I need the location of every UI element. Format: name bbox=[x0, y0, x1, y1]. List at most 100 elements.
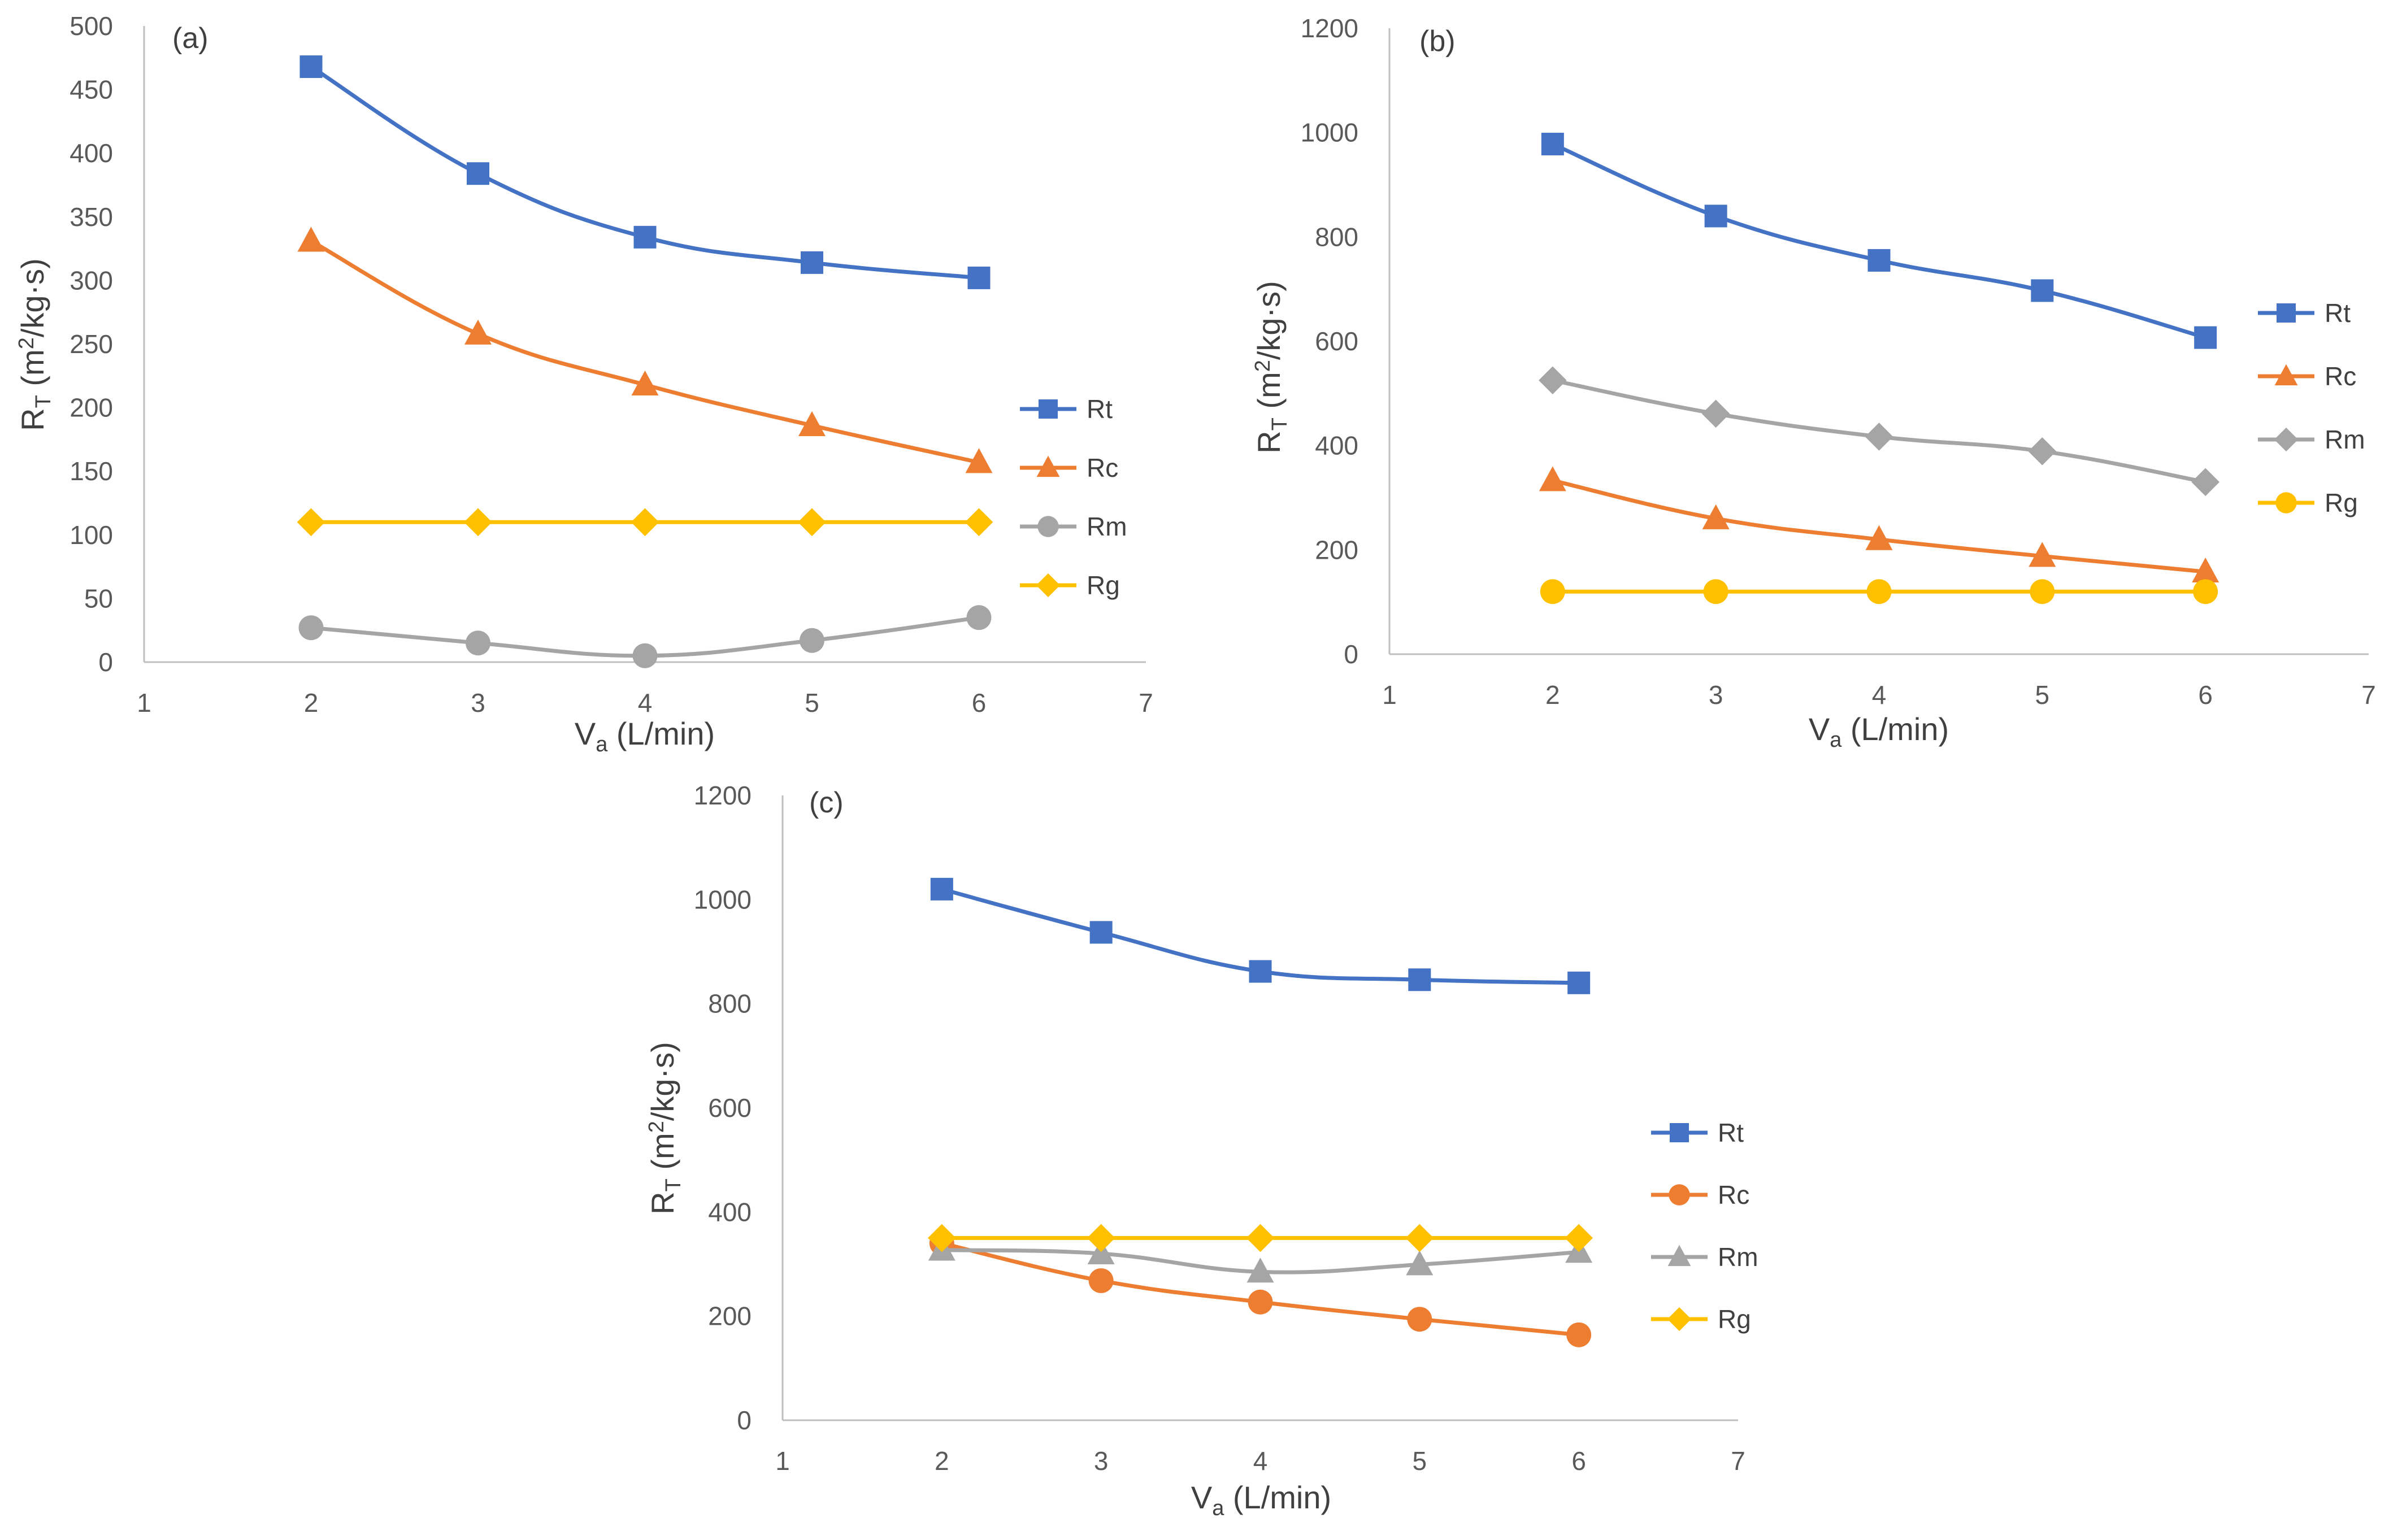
y-tick-label: 100 bbox=[70, 520, 113, 550]
x-tick-label: 4 bbox=[1253, 1446, 1268, 1476]
legend-label: Rc bbox=[1087, 453, 1118, 482]
legend-swatch-marker bbox=[1670, 1123, 1689, 1142]
y-tick-label: 350 bbox=[70, 202, 113, 232]
panel-label: (c) bbox=[809, 786, 844, 819]
data-point-rc bbox=[464, 319, 492, 345]
y-tick-label: 200 bbox=[708, 1302, 752, 1331]
legend-item-rc: Rc bbox=[1651, 1180, 1749, 1210]
legend-label: Rt bbox=[2325, 298, 2351, 328]
series-line-rc bbox=[309, 239, 981, 464]
legend: Rt Rc Rm Rg bbox=[1651, 1118, 1758, 1334]
data-point-rt bbox=[1567, 971, 1591, 994]
data-point-rg bbox=[1565, 1224, 1593, 1252]
x-tick-label: 1 bbox=[137, 688, 151, 717]
data-point-rt bbox=[2194, 326, 2217, 349]
series-layer bbox=[1539, 132, 2219, 604]
data-point-rt bbox=[467, 162, 489, 185]
chart-panel-b: (b) 0 200 400 600 800 1000 1200 1 2 3 4 5 6 7 RT (m2… bbox=[1251, 14, 2376, 752]
legend-swatch-marker bbox=[2275, 492, 2297, 514]
data-point-rt bbox=[1249, 960, 1272, 983]
x-tick-label: 3 bbox=[1094, 1446, 1109, 1476]
chart-panel-c: (c) 0 200 400 600 800 1000 1200 1 2 3 4 5 6 7 RT (m2… bbox=[645, 781, 1758, 1520]
data-point-rm bbox=[1701, 399, 1730, 428]
data-point-rc bbox=[798, 411, 826, 437]
x-tick-label: 2 bbox=[1545, 680, 1560, 710]
y-tick-label: 200 bbox=[70, 393, 113, 423]
y-tick-label: 150 bbox=[70, 456, 113, 486]
x-tick-label: 6 bbox=[1571, 1446, 1586, 1476]
data-point-rc bbox=[1088, 1268, 1114, 1293]
y-axis-title: RT (m2/kg·s) bbox=[1251, 281, 1292, 454]
legend: Rt Rc Rm Rg bbox=[2258, 298, 2365, 517]
x-tick-labels: 1 2 3 4 5 6 7 bbox=[1382, 680, 2376, 710]
data-point-rm bbox=[466, 630, 490, 656]
data-point-rm bbox=[966, 605, 992, 630]
legend-label: Rc bbox=[1718, 1180, 1749, 1210]
data-point-rt bbox=[930, 877, 953, 900]
legend-label: Rt bbox=[1718, 1118, 1744, 1147]
y-tick-labels: 0 200 400 600 800 1000 1200 bbox=[694, 781, 752, 1435]
y-tick-label: 1000 bbox=[694, 885, 752, 914]
legend-label: Rg bbox=[2325, 488, 2358, 517]
legend-label: Rg bbox=[1718, 1304, 1751, 1334]
x-tick-label: 2 bbox=[304, 688, 319, 717]
data-point-rc bbox=[297, 227, 325, 252]
data-point-rm bbox=[1246, 1258, 1274, 1283]
y-tick-label: 200 bbox=[1315, 535, 1358, 564]
y-axis-title: RT (m2/kg·s) bbox=[15, 258, 55, 431]
legend-label: Rg bbox=[1087, 571, 1120, 600]
y-tick-label: 300 bbox=[70, 266, 113, 295]
data-point-rm bbox=[1406, 1250, 1434, 1276]
y-tick-label: 0 bbox=[98, 647, 113, 677]
series-line-rt bbox=[1550, 142, 2208, 340]
data-point-rt bbox=[1408, 968, 1431, 991]
y-tick-label: 250 bbox=[70, 329, 113, 359]
data-point-rt bbox=[1867, 249, 1891, 272]
y-tick-label: 800 bbox=[708, 989, 752, 1019]
y-tick-label: 500 bbox=[70, 11, 113, 41]
x-tick-label: 4 bbox=[638, 688, 653, 717]
x-axis-title: Va (L/min) bbox=[575, 716, 715, 756]
y-tick-label: 450 bbox=[70, 75, 113, 105]
data-point-rt bbox=[967, 266, 991, 289]
legend-swatch-marker bbox=[1036, 573, 1061, 598]
data-point-rc bbox=[631, 370, 659, 395]
x-tick-label: 4 bbox=[1872, 680, 1887, 710]
data-point-rg bbox=[1087, 1224, 1115, 1252]
legend-swatch-marker bbox=[1036, 455, 1060, 477]
y-tick-label: 400 bbox=[1315, 431, 1358, 460]
data-point-rg bbox=[464, 508, 492, 537]
legend-item-rc: Rc bbox=[1020, 453, 1118, 482]
y-tick-label: 800 bbox=[1315, 222, 1358, 251]
y-tick-label: 600 bbox=[708, 1093, 752, 1123]
y-tick-label: 0 bbox=[1344, 640, 1358, 669]
data-point-rt bbox=[1541, 132, 1564, 155]
legend-item-rg: Rg bbox=[1020, 571, 1120, 600]
series-layer bbox=[928, 877, 1593, 1347]
data-point-rt bbox=[2031, 279, 2054, 302]
data-point-rc bbox=[2029, 542, 2056, 567]
data-point-rg bbox=[2030, 579, 2055, 604]
data-point-rg bbox=[631, 508, 659, 537]
panel-label: (a) bbox=[172, 22, 209, 55]
data-point-rm bbox=[1865, 423, 1893, 451]
x-tick-label: 3 bbox=[1709, 680, 1723, 710]
legend-item-rt: Rt bbox=[1020, 394, 1113, 424]
legend-label: Rm bbox=[1087, 512, 1127, 541]
x-tick-label: 3 bbox=[471, 688, 485, 717]
data-point-rg bbox=[1703, 579, 1728, 604]
x-axis-title: Va (L/min) bbox=[1809, 711, 1949, 752]
data-point-rt bbox=[299, 55, 323, 79]
data-point-rc bbox=[1566, 1322, 1592, 1347]
data-point-rt bbox=[1089, 921, 1113, 944]
data-point-rc bbox=[1407, 1307, 1432, 1332]
data-point-rg bbox=[1866, 579, 1892, 604]
data-point-rc bbox=[1248, 1289, 1273, 1315]
legend-label: Rm bbox=[2325, 425, 2365, 454]
data-point-rg bbox=[2193, 579, 2218, 604]
y-tick-label: 50 bbox=[84, 584, 113, 613]
x-axis-title: Va (L/min) bbox=[1191, 1480, 1331, 1520]
panel-label: (b) bbox=[1419, 25, 1456, 58]
chart-panel-a: (a) 0 50 100 150 200 250 300 350 400 450 500 1 2 3 4 5… bbox=[15, 11, 1153, 756]
legend-swatch-marker bbox=[1037, 516, 1059, 537]
